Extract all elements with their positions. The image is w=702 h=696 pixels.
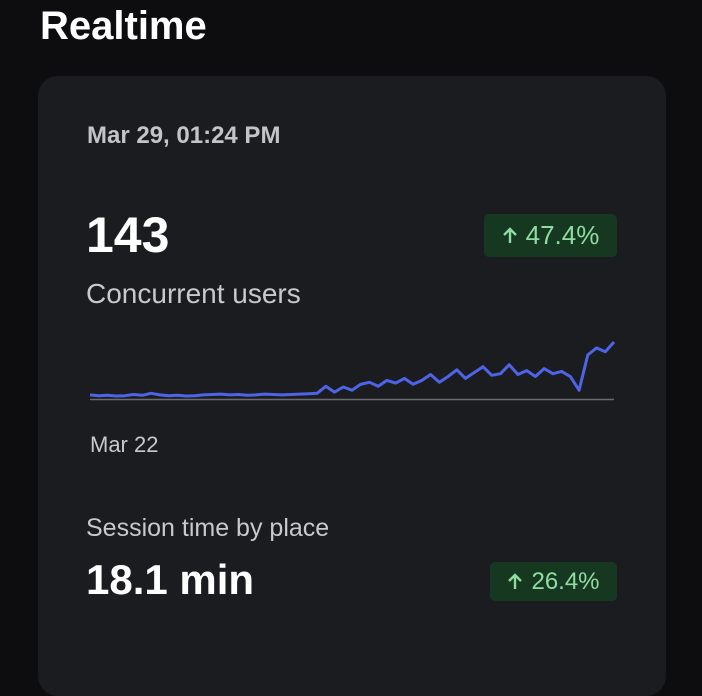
x-tick-label: Mar 22	[90, 432, 158, 457]
sparkline-line	[89, 341, 616, 398]
up-arrow	[508, 572, 523, 589]
metric-label: Concurrent users	[86, 278, 301, 309]
timestamp: Mar 29, 01:24 PM	[87, 122, 281, 149]
metric-label: Session time by place	[86, 514, 330, 542]
page: Realtime Mar 29, 01:24 PM 143 47.4% Conc…	[38, 4, 666, 696]
metric-value: 18.1 min	[86, 556, 255, 603]
metric-value: 143	[86, 207, 170, 263]
change-badge: 47.4%	[484, 214, 617, 257]
change-value: 26.4%	[531, 567, 600, 595]
sparkline: Mar 22	[89, 341, 616, 457]
page-title: Realtime	[40, 4, 207, 48]
change-badge: 26.4%	[490, 562, 617, 601]
up-arrow	[502, 226, 517, 243]
change-value: 47.4%	[525, 220, 600, 250]
